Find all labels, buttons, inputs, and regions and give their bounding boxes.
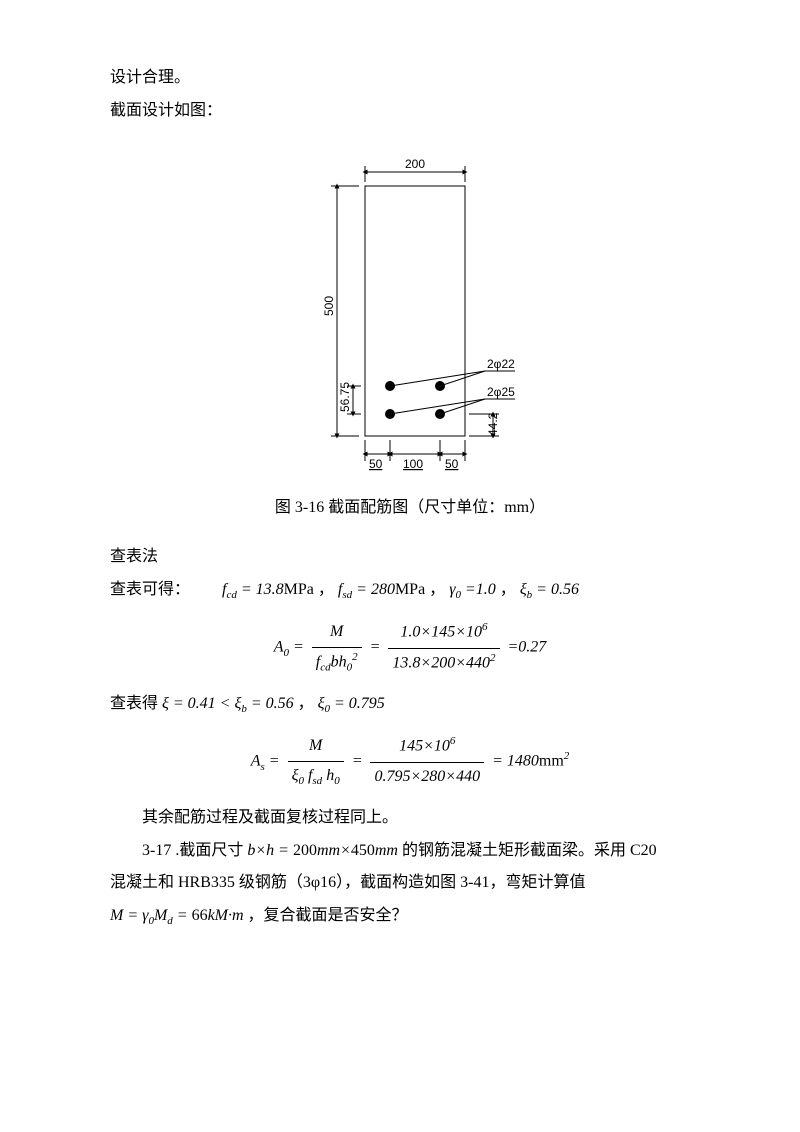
intro-line1: 设计合理。 [110,64,710,93]
tail-line3: 混凝土和 HRB335 级钢筋（3φ16），截面构造如图 3-41，弯矩计算值 [110,869,710,898]
xi-prefix: 查表得 [110,695,158,712]
xi-line: 查表得 ξ = 0.41 < ξb = 0.56 ， ξ0 = 0.795 [110,690,710,720]
dim-height-main: 500 [322,295,336,315]
As-unit-sup: 2 [564,750,570,762]
formula-A0: A0 = M fcdbh02 = 1.0×145×106 13.8×200×44… [110,618,710,678]
formula-As: As = M ξ0 fsd h0 = 145×106 0.795×280×440… [110,732,710,792]
As-num: 145×10 [399,738,450,755]
lookup-values-line: 查表可得： fcd = 13.8MPa ， fsd = 280MPa ， γ0 … [110,576,710,606]
A0-den: 13.8×200×440 [392,654,490,671]
diagram-caption: 图 3-16 截面配筋图（尺寸单位：mm） [110,494,710,523]
section-lookup-title: 查表法 [110,543,710,572]
dim-top: 200 [405,157,425,171]
label-bar-lower: 2φ25 [487,385,515,399]
xi0-val: 0.795 [349,695,385,712]
As-num-sup: 6 [450,735,456,747]
label-bar-upper: 2φ22 [487,357,515,371]
dim-bottom-right: 50 [445,457,459,471]
val-fcd: 13.8 [256,581,284,598]
As-unit: mm [539,753,564,770]
tail-2a: 3-17 .截面尺寸 [142,842,243,859]
cross-section-diagram: 2φ22 2φ25 200 500 56.75 [110,146,710,487]
unit-fsd: MPa [395,581,425,598]
dim-right-bottom: 44.2 [486,412,500,436]
val-gamma0: 1.0 [476,581,496,598]
intro-line2: 截面设计如图： [110,97,710,126]
As-result: 1480 [507,753,539,770]
tail-line4: M = γ0Md = 66kM·m ，复合截面是否安全？ [110,902,710,932]
A0-num: 1.0×145×10 [400,624,482,641]
tail-line2: 3-17 .截面尺寸 b×h = 200mm×450mm 的钢筋混凝土矩形截面梁… [110,837,710,866]
As-den: 0.795×280×440 [370,763,484,792]
xi-val: 0.41 [188,695,216,712]
unit-fcd: MPa [284,581,314,598]
xi-b-val: 0.56 [266,695,294,712]
dim-height-lower: 56.75 [338,381,352,411]
tail-2b: 的钢筋混凝土矩形截面梁。采用 C20 [402,842,657,859]
dim-bottom-left: 50 [369,457,383,471]
val-xib: 0.56 [551,581,579,598]
A0-num-sup: 6 [482,621,488,633]
A0-result: 0.27 [518,639,546,656]
tail-line1: 其余配筋过程及截面复核过程同上。 [110,804,710,833]
dim-bottom-mid: 100 [403,457,423,471]
val-fsd: 280 [371,581,395,598]
A0-den-sup: 2 [490,652,496,664]
lookup-prefix: 查表可得： [110,581,190,598]
tail-4-cn: ，复合截面是否安全？ [248,907,408,924]
